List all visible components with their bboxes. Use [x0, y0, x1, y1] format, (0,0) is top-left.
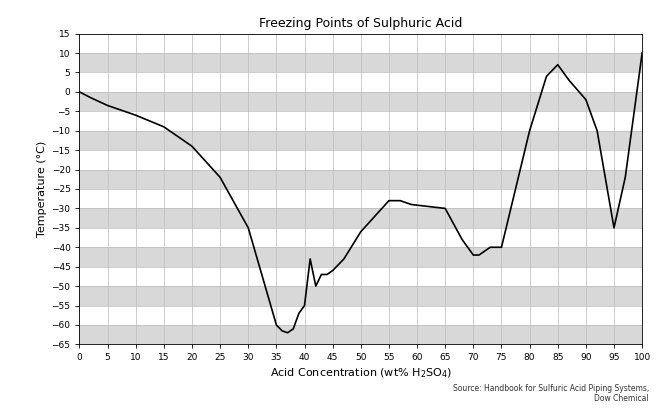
Bar — [79, 208, 642, 228]
Bar — [79, 53, 642, 72]
Bar — [79, 247, 642, 267]
Y-axis label: Temperature (°C): Temperature (°C) — [37, 141, 47, 237]
Bar — [79, 92, 642, 111]
Title: Freezing Points of Sulphuric Acid: Freezing Points of Sulphuric Acid — [259, 17, 463, 30]
Bar — [79, 286, 642, 306]
X-axis label: Acid Concentration (wt% H$_2$SO$_4$): Acid Concentration (wt% H$_2$SO$_4$) — [270, 367, 451, 380]
Bar — [79, 170, 642, 189]
Bar — [79, 325, 642, 344]
Text: Source: Handbook for Sulfuric Acid Piping Systems,
Dow Chemical: Source: Handbook for Sulfuric Acid Pipin… — [453, 384, 649, 403]
Bar — [79, 131, 642, 150]
